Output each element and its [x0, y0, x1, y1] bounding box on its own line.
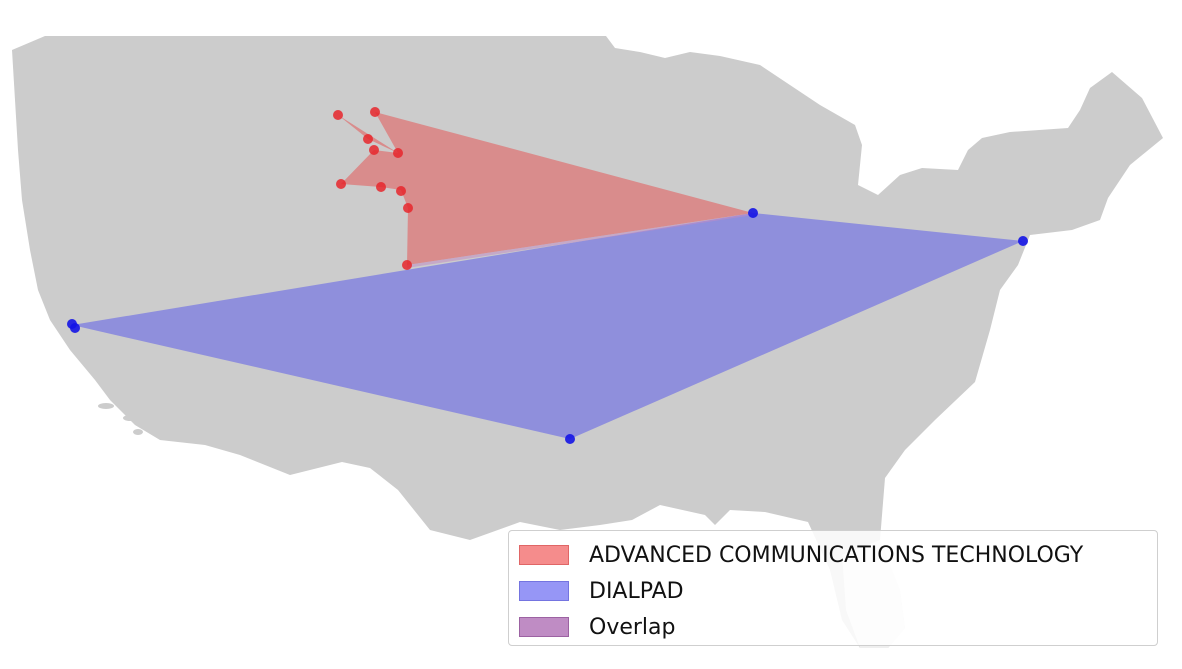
legend-entry-overlap: Overlap — [519, 609, 1147, 645]
legend-entry-act: ADVANCED COMMUNICATIONS TECHNOLOGY — [519, 537, 1147, 573]
channel-islands — [98, 403, 143, 435]
dialpad-coverage-area — [72, 213, 1023, 439]
dialpad-point — [748, 208, 758, 218]
act-point — [370, 107, 380, 117]
dialpad-point — [1018, 236, 1028, 246]
dialpad-points — [67, 208, 1028, 444]
legend-label-act: ADVANCED COMMUNICATIONS TECHNOLOGY — [589, 542, 1084, 568]
map-legend: ADVANCED COMMUNICATIONS TECHNOLOGY DIALP… — [508, 530, 1158, 646]
overlap-area — [407, 213, 760, 268]
act-point — [393, 148, 403, 158]
legend-swatch-dialpad — [519, 581, 569, 601]
dialpad-point — [70, 323, 80, 333]
dialpad-point — [565, 434, 575, 444]
act-point — [333, 110, 343, 120]
legend-swatch-overlap — [519, 617, 569, 637]
legend-label-overlap: Overlap — [589, 614, 676, 640]
act-point — [402, 260, 412, 270]
act-points — [333, 107, 413, 270]
act-point — [396, 186, 406, 196]
act-point — [403, 203, 413, 213]
act-coverage-area — [341, 112, 753, 265]
act-point — [369, 145, 379, 155]
legend-label-dialpad: DIALPAD — [589, 578, 684, 604]
act-point — [376, 182, 386, 192]
act-point — [336, 179, 346, 189]
legend-swatch-act — [519, 545, 569, 565]
legend-entry-dialpad: DIALPAD — [519, 573, 1147, 609]
act-point — [363, 134, 373, 144]
